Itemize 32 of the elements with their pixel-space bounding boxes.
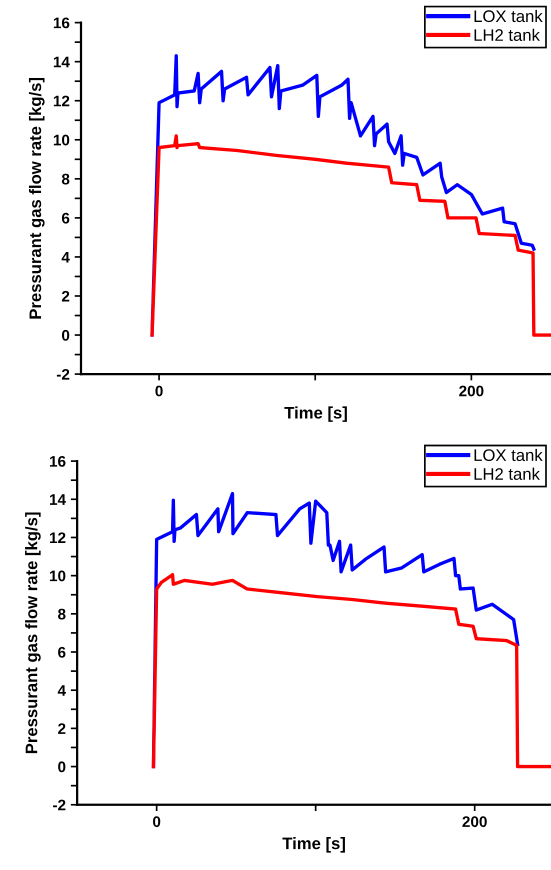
y-tick-label: 2 xyxy=(62,290,70,302)
y-tick-label: -2 xyxy=(53,800,66,810)
y-tick-label: 4 xyxy=(58,685,66,696)
y-tick-label: 8 xyxy=(62,174,70,185)
x-axis-title: Time [s] xyxy=(282,837,345,853)
y-tick-label: 12 xyxy=(50,532,66,543)
y-axis-title: Pressurant gas flow rate [kg/s] xyxy=(25,512,41,754)
line-series xyxy=(152,573,551,768)
y-tick-label: 8 xyxy=(58,608,66,620)
y-tick-label: 0 xyxy=(58,761,66,772)
y-tick-label: 14 xyxy=(50,494,66,505)
y-tick-label: 14 xyxy=(54,56,70,68)
line-series xyxy=(150,134,551,337)
legend-label: LH2 tank xyxy=(474,468,540,480)
y-tick-label: 6 xyxy=(58,646,66,658)
y-tick-label: 2 xyxy=(58,723,66,734)
y-tick-label: 16 xyxy=(50,456,66,467)
y-tick-label: 0 xyxy=(62,330,70,341)
y-tick-label: 10 xyxy=(54,134,70,146)
y-tick-label: 16 xyxy=(54,17,70,28)
legend-label: LH2 tank xyxy=(474,28,540,41)
legend-label: LOX tank xyxy=(474,448,543,462)
x-axis-title: Time [s] xyxy=(284,406,347,422)
y-tick-label: -2 xyxy=(56,368,70,380)
x-tick-label: 200 xyxy=(462,816,487,828)
legend-label: LOX tank xyxy=(474,10,543,22)
x-tick-label: 200 xyxy=(459,386,484,396)
y-axis-title: Pressurant gas flow rate [kg/s] xyxy=(28,78,45,319)
y-tick-label: 12 xyxy=(54,96,70,106)
y-tick-label: 6 xyxy=(62,212,70,224)
y-tick-label: 4 xyxy=(62,252,70,262)
y-tick-label: 10 xyxy=(50,570,66,582)
